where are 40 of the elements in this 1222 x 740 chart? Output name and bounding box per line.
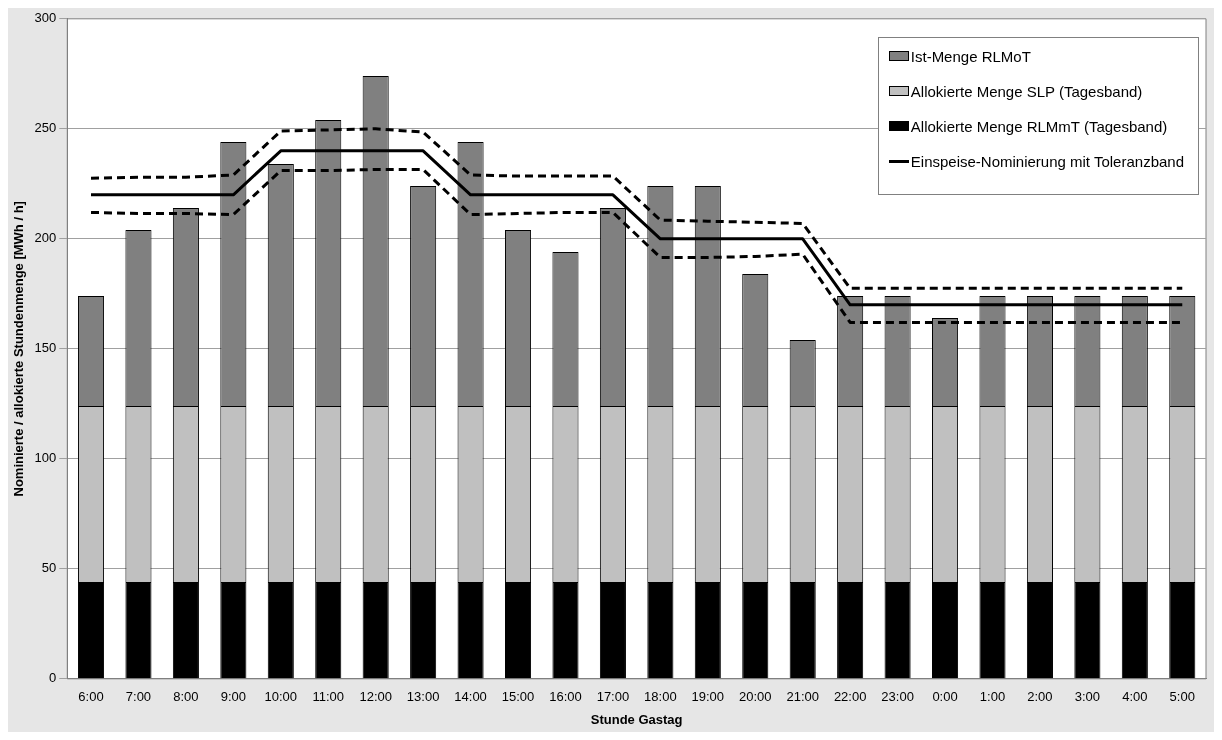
- x-tick-label: 0:00: [932, 689, 958, 705]
- bar: [552, 582, 579, 679]
- y-tick-label: 250: [34, 120, 57, 136]
- y-tick-label: 50: [41, 560, 57, 576]
- x-tick-label: 7:00: [125, 689, 152, 705]
- y-tick-label: 150: [34, 340, 57, 356]
- x-tick-label: 8:00: [173, 689, 199, 705]
- x-tick-label: 6:00: [78, 689, 104, 705]
- x-tick-label: 13:00: [406, 689, 440, 705]
- legend-label: Allokierte Menge RLMmT (Tagesband): [910, 117, 1168, 135]
- x-tick-label: 2:00: [1027, 689, 1053, 705]
- x-tick-label: 16:00: [549, 689, 582, 705]
- y-tick-label: 300: [34, 10, 57, 26]
- x-tick-label: 19:00: [691, 689, 725, 705]
- x-tick-label: 10:00: [264, 689, 298, 705]
- x-tick-label: 23:00: [881, 689, 914, 705]
- x-tick-label: 3:00: [1074, 689, 1101, 705]
- x-tick-label: 22:00: [833, 689, 867, 705]
- x-tick-label: 18:00: [644, 689, 677, 705]
- y-tick-label: 100: [34, 450, 57, 466]
- y-tick-label: 200: [34, 230, 57, 246]
- y-tick-label: 0: [49, 670, 57, 686]
- x-tick-label: 17:00: [596, 689, 630, 705]
- x-tick-label: 1:00: [979, 689, 1006, 705]
- x-tick-label: 5:00: [1169, 689, 1195, 705]
- x-tick-label: 20:00: [738, 689, 772, 705]
- x-tick-label: 14:00: [454, 689, 487, 705]
- x-tick-label: 21:00: [786, 689, 819, 705]
- x-axis-title: Stunde Gastag: [590, 711, 683, 727]
- y-axis-title: Nominierte / allokierte Stundenmenge [MWh / h]: [11, 201, 27, 497]
- x-tick-label: 9:00: [220, 689, 247, 705]
- bar: [125, 582, 152, 679]
- x-tick-label: 12:00: [359, 689, 392, 705]
- bar: [979, 582, 1006, 679]
- legend-label: Allokierte Menge SLP (Tagesband): [910, 82, 1143, 100]
- x-tick-label: 15:00: [501, 689, 535, 705]
- legend-label: Ist-Menge RLMoT: [910, 47, 1031, 65]
- x-tick-label: 11:00: [312, 689, 345, 705]
- legend-label: Einspeise-Nominierung mit Toleranzband: [910, 152, 1184, 170]
- x-tick-label: 4:00: [1122, 689, 1148, 705]
